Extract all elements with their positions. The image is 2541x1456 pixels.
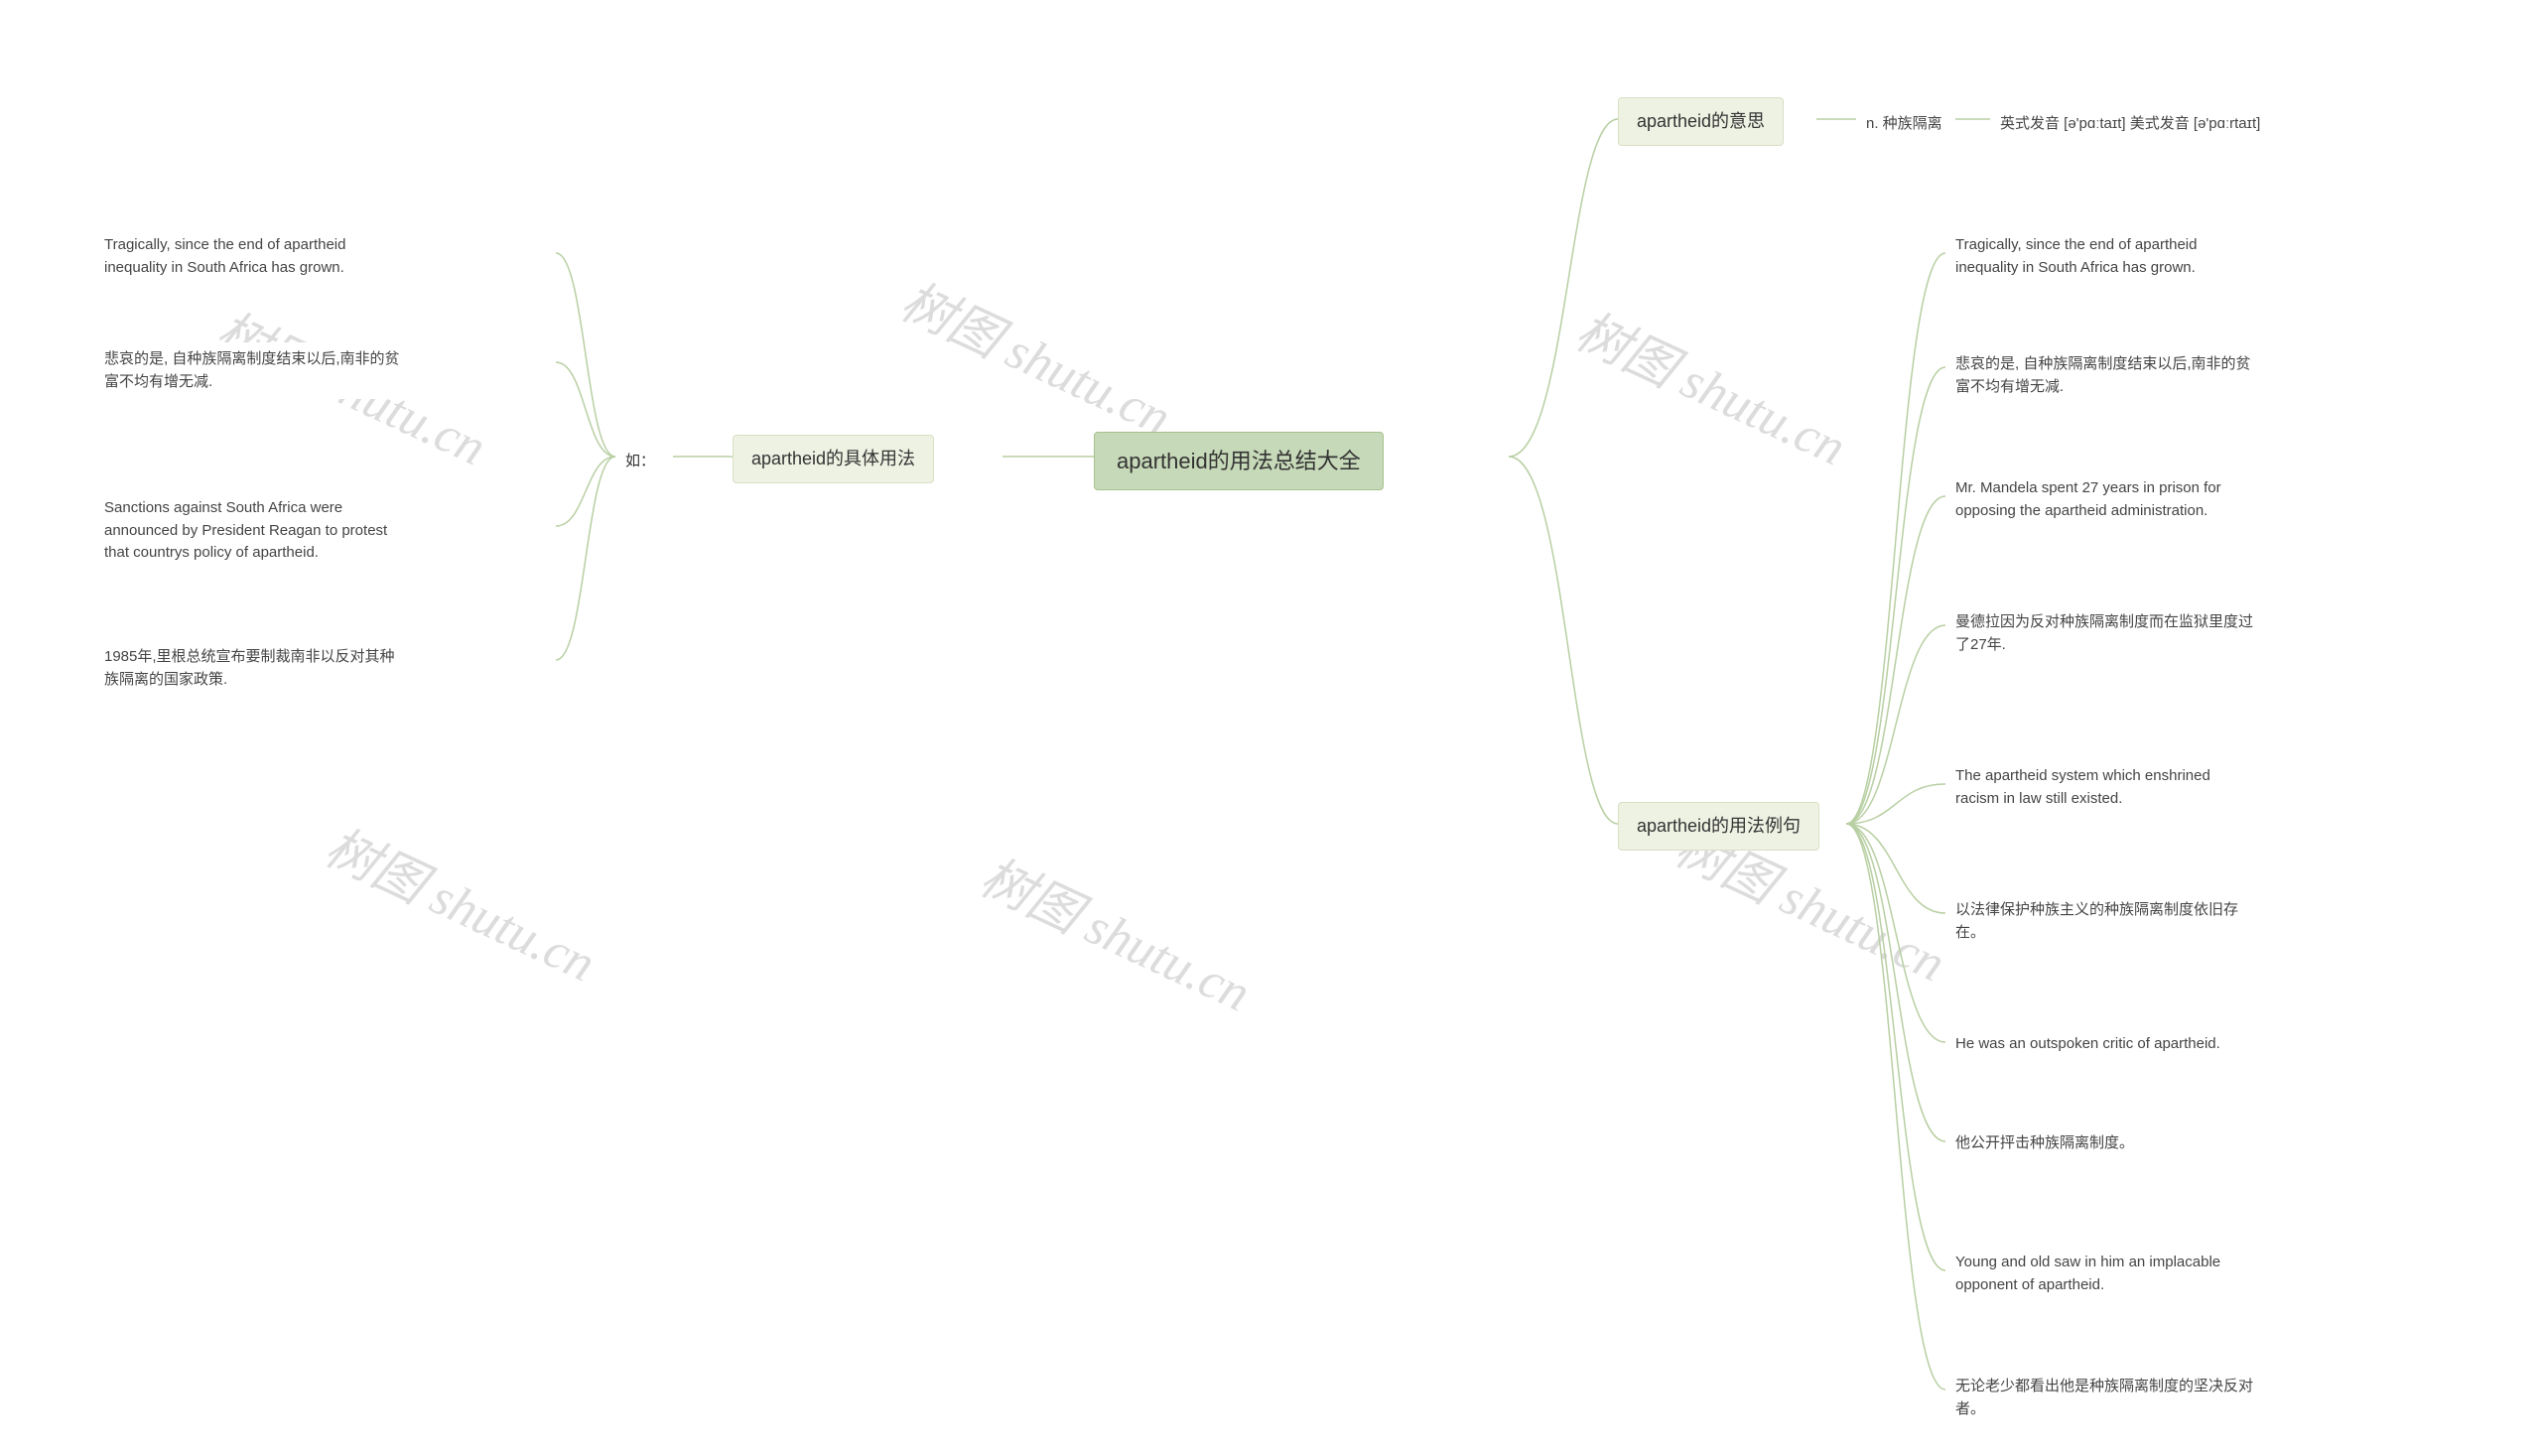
connector-lines (0, 0, 2541, 1456)
example-0: Tragically, since the end of apartheid i… (1945, 228, 2263, 285)
leaf-meaning-0: n. 种族隔离 (1856, 107, 1952, 142)
example-6: He was an outspoken critic of apartheid. (1945, 1027, 2230, 1062)
branch-examples[interactable]: apartheid的用法例句 (1618, 802, 1819, 851)
example-8: Young and old saw in him an implacable o… (1945, 1246, 2263, 1302)
watermark: 树图 shutu.cn (316, 806, 609, 995)
usage-item-3: 1985年,里根总统宣布要制裁南非以反对其种族隔离的国家政策. (94, 640, 412, 697)
watermark: 树图 shutu.cn (891, 260, 1185, 450)
root-node[interactable]: apartheid的用法总结大全 (1094, 432, 1384, 490)
usage-sub-label: 如： (615, 445, 665, 479)
branch-usage[interactable]: apartheid的具体用法 (733, 435, 934, 483)
usage-item-0: Tragically, since the end of apartheid i… (94, 228, 412, 285)
leaf-meaning-1: 英式发音 [ə'pɑːtaɪt] 美式发音 [ə'pɑːrtaɪt] (1990, 107, 2270, 142)
usage-item-1: 悲哀的是, 自种族隔离制度结束以后,南非的贫富不均有增无减. (94, 342, 412, 399)
watermark: 树图 shutu.cn (971, 836, 1265, 1025)
example-9: 无论老少都看出他是种族隔离制度的坚决反对者。 (1945, 1370, 2263, 1426)
example-4: The apartheid system which enshrined rac… (1945, 759, 2263, 816)
example-2: Mr. Mandela spent 27 years in prison for… (1945, 471, 2263, 528)
watermark: 树图 shutu.cn (1566, 290, 1860, 479)
example-7: 他公开抨击种族隔离制度。 (1945, 1126, 2144, 1161)
example-3: 曼德拉因为反对种族隔离制度而在监狱里度过了27年. (1945, 605, 2263, 662)
mindmap-canvas: 树图 shutu.cn 树图 shutu.cn 树图 shutu.cn 树图 s… (0, 0, 2541, 1456)
usage-item-2: Sanctions against South Africa were anno… (94, 491, 412, 571)
branch-meaning[interactable]: apartheid的意思 (1618, 97, 1784, 146)
example-5: 以法律保护种族主义的种族隔离制度依旧存在。 (1945, 893, 2263, 950)
example-1: 悲哀的是, 自种族隔离制度结束以后,南非的贫富不均有增无减. (1945, 347, 2263, 404)
